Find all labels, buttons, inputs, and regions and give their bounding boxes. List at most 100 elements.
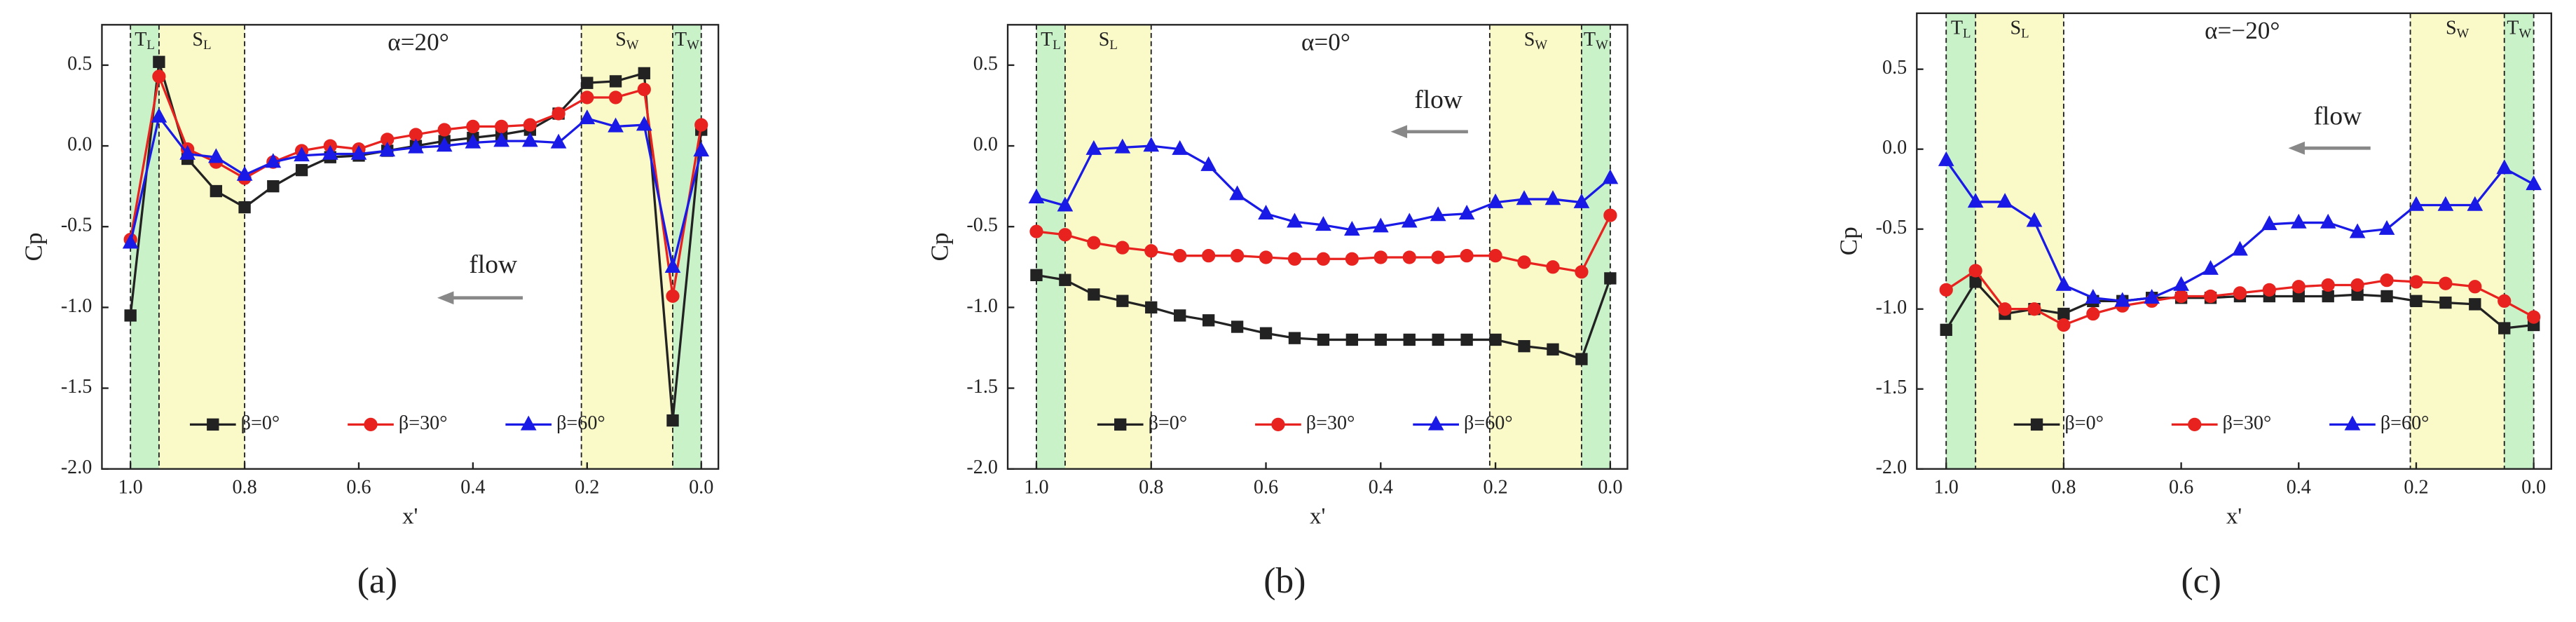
marker-triangle bbox=[1200, 156, 1217, 171]
legend-label: β=0° bbox=[2064, 412, 2104, 434]
marker-circle bbox=[551, 107, 566, 121]
marker-triangle bbox=[1143, 137, 1160, 152]
y-tick-label: 0.5 bbox=[973, 53, 998, 74]
marker-circle bbox=[666, 289, 680, 303]
x-tick-label: 0.4 bbox=[2287, 476, 2311, 498]
panel-label: (a) bbox=[357, 561, 397, 601]
panel: TL SL SW TW1.0 0.8 0.6 0.4 0.2 0.00.50.0-0.5-1.0… bbox=[1835, 12, 2552, 601]
marker-square bbox=[238, 201, 251, 214]
region-band bbox=[1036, 25, 1065, 469]
region-sub: L bbox=[146, 38, 154, 53]
marker-circle bbox=[1345, 252, 1359, 266]
marker-square bbox=[1145, 301, 1158, 314]
marker-square bbox=[1288, 332, 1301, 344]
marker-triangle bbox=[1287, 212, 1303, 228]
marker-square bbox=[1604, 272, 1617, 285]
region-sub: W bbox=[687, 38, 699, 53]
marker-triangle bbox=[2261, 215, 2277, 231]
region-label: SL bbox=[2010, 18, 2029, 41]
marker-triangle bbox=[1544, 190, 1561, 205]
region-sub: W bbox=[1535, 38, 1547, 53]
x-tick-label: 0.0 bbox=[2521, 476, 2546, 498]
flow-arrowhead bbox=[1390, 125, 1408, 139]
marker-square bbox=[1345, 333, 1359, 346]
x-tick-label: 0.8 bbox=[1139, 476, 1163, 498]
region-sub: L bbox=[1053, 38, 1060, 53]
region-label: TL bbox=[135, 29, 155, 53]
marker-circle bbox=[608, 90, 623, 104]
legend-label: β=0° bbox=[241, 412, 280, 434]
marker-square bbox=[2439, 296, 2452, 309]
marker-square bbox=[1460, 333, 1473, 346]
region-sub: W bbox=[626, 38, 639, 53]
region-label: SW bbox=[1524, 29, 1548, 53]
marker-triangle bbox=[2173, 276, 2189, 291]
y-tick-label: -0.5 bbox=[61, 215, 93, 236]
region-sub: L bbox=[1109, 38, 1117, 53]
panel-label: (c) bbox=[2181, 561, 2221, 601]
region-label: TL bbox=[1951, 18, 1971, 41]
marker-square bbox=[1088, 288, 1100, 301]
marker-circle bbox=[2498, 294, 2512, 308]
marker-circle bbox=[2350, 278, 2364, 292]
marker-triangle bbox=[236, 165, 253, 181]
marker-square bbox=[1259, 327, 1273, 339]
x-tick-label: 0.8 bbox=[2051, 476, 2076, 498]
marker-square bbox=[1489, 333, 1502, 346]
marker-circle bbox=[1116, 241, 1130, 255]
marker-triangle bbox=[1938, 151, 1954, 166]
marker-square bbox=[2322, 290, 2334, 303]
marker-circle bbox=[466, 119, 480, 134]
marker-circle bbox=[1259, 250, 1273, 264]
x-tick-label: 0.6 bbox=[2169, 476, 2193, 498]
marker-triangle bbox=[1229, 185, 1245, 201]
x-tick-label: 0.0 bbox=[1598, 476, 1622, 498]
marker-circle bbox=[152, 69, 166, 83]
region-letter: S bbox=[615, 29, 626, 50]
panel: TL SL SW TW1.0 0.8 0.6 0.4 0.2 0.00.50.0-0.5-1.0… bbox=[926, 24, 1629, 601]
marker-square bbox=[295, 163, 308, 177]
marker-triangle bbox=[2202, 259, 2219, 275]
x-tick-label: 1.0 bbox=[1934, 476, 1959, 498]
region-band bbox=[1581, 25, 1610, 469]
region-sub: L bbox=[2021, 27, 2029, 41]
region-label: TW bbox=[1584, 29, 1608, 53]
marker-triangle bbox=[579, 109, 596, 125]
marker-triangle bbox=[1430, 206, 1446, 222]
marker-circle bbox=[1230, 249, 1245, 263]
marker-circle bbox=[2262, 283, 2276, 297]
marker-square bbox=[638, 67, 650, 80]
annotation: flow bbox=[469, 250, 517, 279]
marker-triangle bbox=[2526, 175, 2542, 191]
marker-circle bbox=[1939, 283, 1953, 297]
legend-marker bbox=[1427, 415, 1444, 431]
marker-square bbox=[1374, 333, 1387, 346]
x-axis-label: x' bbox=[402, 504, 418, 529]
chart-title: α=20° bbox=[388, 29, 449, 56]
marker-circle bbox=[2321, 278, 2335, 292]
x-tick-label: 0.8 bbox=[232, 476, 256, 498]
marker-circle bbox=[2174, 289, 2188, 304]
region-band bbox=[1975, 13, 2064, 469]
marker-square bbox=[1940, 323, 1952, 337]
marker-triangle bbox=[2349, 223, 2366, 238]
marker-triangle bbox=[294, 147, 310, 162]
marker-circle bbox=[2086, 306, 2100, 321]
region-label: TL bbox=[1041, 29, 1061, 53]
region-label: TW bbox=[2507, 18, 2531, 41]
marker-circle bbox=[1087, 236, 1101, 250]
marker-circle bbox=[1460, 249, 1474, 263]
x-axis-label: x' bbox=[1310, 504, 1325, 529]
region-letter: T bbox=[675, 29, 687, 50]
y-tick-label: 0.5 bbox=[67, 53, 92, 74]
marker-square bbox=[1174, 309, 1186, 322]
region-band bbox=[158, 25, 245, 469]
marker-triangle bbox=[2144, 288, 2160, 304]
marker-triangle bbox=[1085, 140, 1102, 155]
marker-square bbox=[1030, 269, 1043, 281]
x-tick-label: 0.2 bbox=[575, 476, 599, 498]
x-axis-label: x' bbox=[2226, 504, 2242, 529]
marker-triangle bbox=[2496, 159, 2513, 175]
marker-square bbox=[1969, 276, 1982, 288]
marker-triangle bbox=[265, 153, 282, 168]
